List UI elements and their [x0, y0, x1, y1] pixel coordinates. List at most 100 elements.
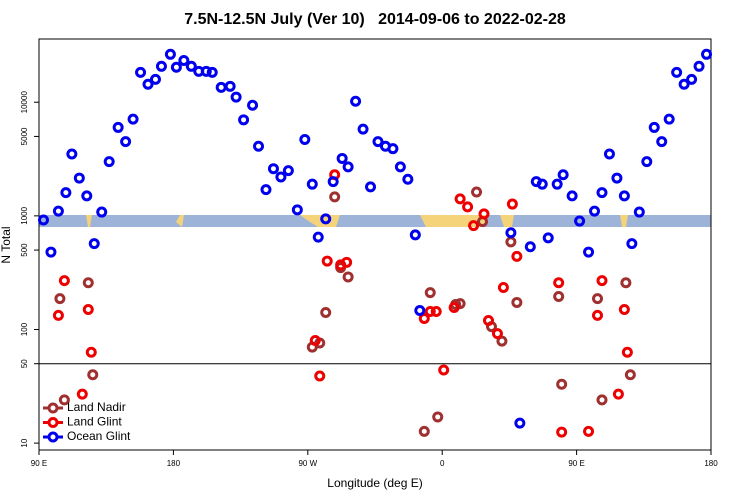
point	[536, 178, 548, 190]
point	[52, 205, 64, 217]
x-tick-label: 90 E	[568, 459, 584, 468]
point	[592, 309, 604, 321]
x-axis-label: Longitude (deg E)	[327, 476, 422, 490]
point	[663, 113, 675, 125]
point	[327, 176, 339, 188]
point	[372, 136, 384, 148]
point	[551, 178, 563, 190]
point	[320, 307, 332, 319]
point	[342, 271, 354, 283]
point	[611, 172, 623, 184]
map-strip	[39, 215, 711, 227]
point	[85, 346, 97, 358]
point	[596, 394, 608, 406]
point	[306, 178, 318, 190]
point	[701, 48, 713, 60]
point	[448, 302, 460, 314]
x-tick-label: 90 E	[31, 459, 47, 468]
point	[267, 163, 279, 175]
point	[496, 335, 508, 347]
legend-marker	[47, 417, 59, 428]
point	[462, 201, 474, 213]
point	[505, 227, 517, 239]
point	[557, 169, 569, 181]
y-tick-label: 5000	[20, 127, 29, 145]
point	[341, 256, 353, 268]
point	[312, 231, 324, 243]
point	[275, 171, 287, 183]
y-tick-label: 500	[20, 243, 29, 257]
point	[73, 172, 85, 184]
point	[215, 81, 227, 93]
point	[542, 232, 554, 244]
legend-label: Land Nadir	[67, 400, 126, 414]
point	[430, 305, 442, 317]
point	[135, 66, 147, 78]
point	[103, 156, 115, 168]
x-tick-label: 180	[704, 459, 718, 468]
point	[238, 114, 250, 126]
point	[497, 282, 509, 294]
point	[170, 61, 182, 73]
point	[506, 198, 518, 210]
point	[76, 388, 88, 400]
point	[142, 78, 154, 90]
point	[618, 303, 630, 315]
point	[149, 73, 161, 85]
point	[418, 312, 430, 324]
point	[365, 181, 377, 193]
point	[224, 80, 236, 92]
point	[621, 346, 633, 358]
point	[418, 425, 430, 437]
point	[612, 388, 624, 400]
point	[357, 123, 369, 135]
y-tick-label: 1000	[20, 206, 29, 224]
y-tick-label: 10000	[20, 91, 29, 114]
legend-label: Ocean Glint	[67, 429, 131, 443]
point	[58, 394, 70, 406]
point	[589, 205, 601, 217]
point	[200, 65, 212, 77]
point	[314, 370, 326, 382]
point	[478, 208, 490, 220]
plot-frame	[38, 38, 712, 451]
point	[87, 369, 99, 381]
point	[482, 314, 494, 326]
point	[596, 187, 608, 199]
point	[320, 213, 332, 225]
point	[524, 241, 536, 253]
point	[96, 206, 108, 218]
point	[471, 186, 483, 198]
point	[155, 60, 167, 72]
point	[282, 165, 294, 177]
point	[468, 220, 480, 232]
point	[88, 238, 100, 250]
point	[206, 66, 218, 78]
point	[336, 152, 348, 164]
point	[329, 191, 341, 203]
point	[414, 304, 426, 316]
point	[678, 78, 690, 90]
point	[491, 328, 503, 340]
point	[230, 91, 242, 103]
point	[553, 291, 565, 303]
point	[556, 426, 568, 438]
point	[402, 173, 414, 185]
point	[342, 161, 354, 173]
point	[624, 369, 636, 381]
point	[432, 411, 444, 423]
point	[671, 66, 683, 78]
point	[656, 136, 668, 148]
x-tick-label: 90 W	[298, 459, 317, 468]
point	[309, 335, 321, 347]
point	[620, 277, 632, 289]
point	[583, 425, 595, 437]
point	[618, 190, 630, 202]
point	[596, 275, 608, 287]
point	[112, 121, 124, 133]
legend-marker	[47, 431, 59, 443]
point	[424, 287, 436, 299]
point	[66, 148, 78, 160]
point	[693, 60, 705, 72]
